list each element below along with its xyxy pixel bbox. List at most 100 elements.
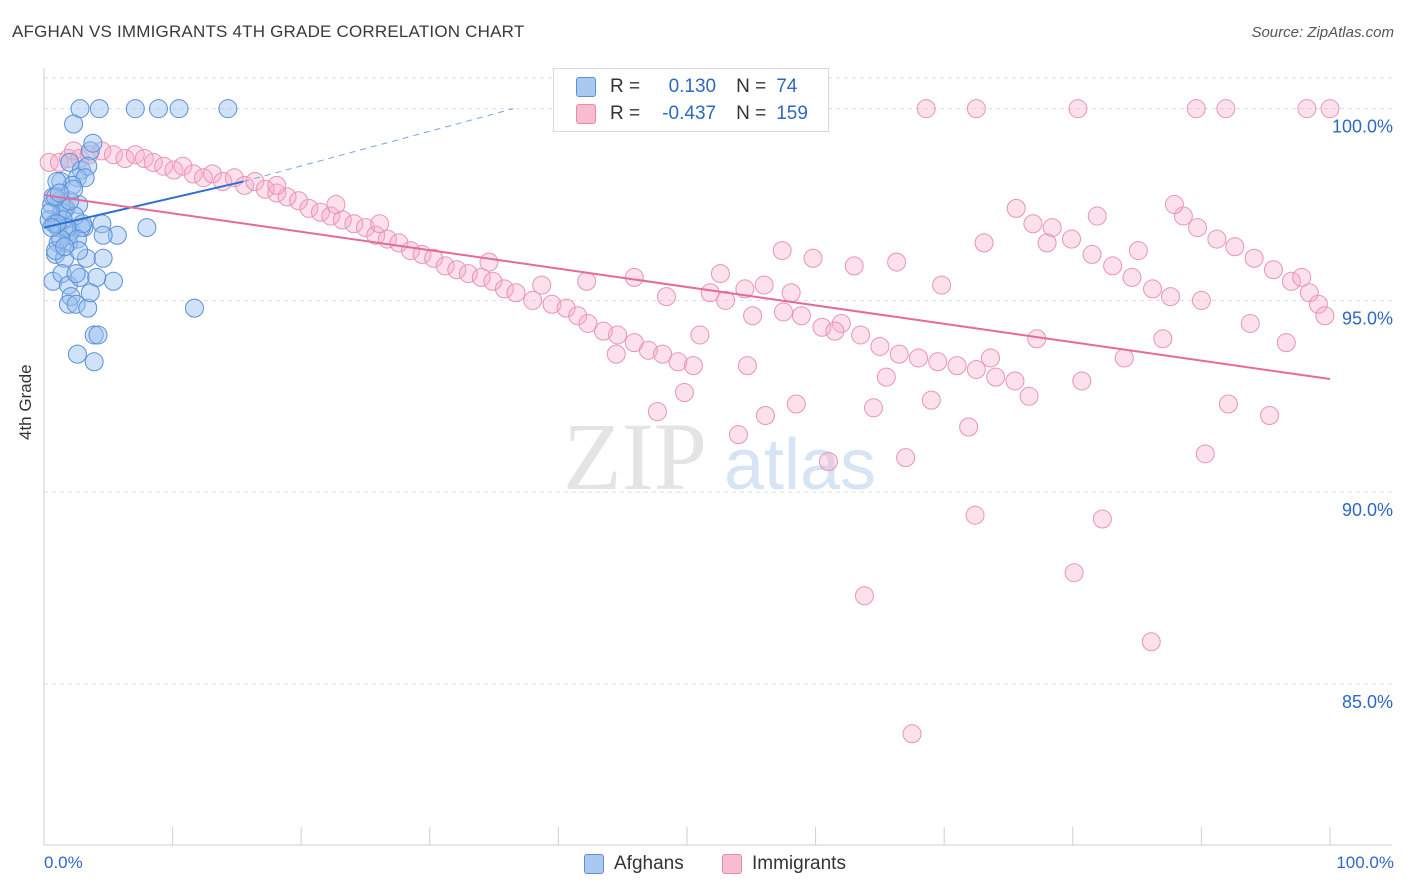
point-immigrants	[267, 183, 287, 203]
trend-line-afghans	[43, 180, 244, 229]
n-label: N =	[736, 103, 767, 124]
point-immigrants	[173, 156, 193, 176]
grid-lines	[44, 77, 1392, 685]
point-immigrants	[299, 198, 319, 218]
point-immigrants	[64, 141, 84, 161]
point-immigrants	[772, 241, 792, 261]
point-immigrants	[1297, 99, 1317, 119]
point-immigrants	[932, 275, 952, 295]
n-value-immigrants: 159	[776, 103, 808, 124]
y-tick-label: 85.0%	[1342, 692, 1393, 712]
point-immigrants	[1186, 99, 1206, 119]
point-immigrants	[781, 283, 801, 303]
point-immigrants	[593, 321, 613, 341]
point-immigrants	[624, 267, 644, 287]
point-immigrants	[683, 356, 703, 376]
point-immigrants	[39, 152, 59, 172]
point-immigrants	[668, 352, 688, 372]
point-immigrants	[356, 218, 375, 238]
legend-item-immigrants[interactable]: Immigrants	[722, 851, 846, 877]
point-afghans	[93, 248, 113, 268]
point-immigrants	[854, 586, 874, 606]
point-afghans	[148, 99, 168, 119]
point-immigrants	[606, 344, 626, 364]
point-afghans	[52, 264, 72, 284]
point-immigrants	[1087, 206, 1107, 226]
point-immigrants	[310, 202, 330, 222]
point-immigrants	[1042, 218, 1062, 238]
point-immigrants	[1161, 287, 1181, 307]
point-immigrants	[578, 313, 598, 333]
stats-box: R = 0.130 N = 74 R = -0.437 N = 159	[553, 68, 829, 132]
point-immigrants	[202, 164, 222, 184]
chart-source: Source: ZipAtlas.com	[1251, 24, 1394, 41]
point-immigrants	[577, 271, 597, 291]
point-immigrants	[737, 356, 757, 376]
legend-item-afghans[interactable]: Afghans	[584, 851, 684, 877]
point-immigrants	[1216, 99, 1236, 119]
point-immigrants	[825, 321, 845, 341]
point-immigrants	[1019, 386, 1039, 406]
point-immigrants	[523, 290, 543, 310]
point-afghans	[107, 225, 127, 245]
point-immigrants	[1276, 333, 1296, 353]
point-immigrants	[321, 206, 341, 226]
point-immigrants	[435, 256, 455, 276]
point-immigrants	[876, 367, 896, 387]
point-immigrants	[844, 256, 864, 276]
point-afghans	[66, 264, 86, 284]
point-immigrants	[818, 452, 838, 471]
point-immigrants	[1320, 99, 1340, 119]
point-immigrants	[103, 145, 123, 165]
point-immigrants	[831, 313, 851, 333]
point-immigrants	[896, 448, 916, 468]
point-immigrants	[959, 417, 979, 437]
point-immigrants	[980, 348, 1000, 368]
point-immigrants	[1308, 294, 1328, 314]
point-immigrants	[1141, 632, 1161, 652]
point-immigrants	[773, 302, 793, 322]
point-immigrants	[255, 179, 275, 199]
point-immigrants	[326, 195, 346, 215]
point-afghans	[80, 283, 100, 303]
point-immigrants	[700, 283, 720, 303]
point-immigrants	[115, 149, 135, 169]
point-afghans	[76, 248, 96, 268]
chart-title: AFGHAN VS IMMIGRANTS 4TH GRADE CORRELATI…	[12, 22, 525, 41]
legend-swatch-afghans	[584, 854, 604, 874]
point-immigrants	[974, 233, 994, 253]
point-afghans	[70, 267, 90, 287]
point-immigrants	[791, 306, 811, 326]
point-immigrants	[887, 252, 907, 272]
point-immigrants	[902, 724, 922, 744]
point-afghans	[218, 99, 238, 119]
point-immigrants	[1092, 509, 1112, 529]
r-value-immigrants: -0.437	[662, 103, 717, 124]
point-immigrants	[1240, 313, 1260, 333]
y-axis-label: 4th Grade	[16, 364, 35, 440]
point-immigrants	[1263, 260, 1283, 280]
point-immigrants	[1037, 233, 1057, 253]
immigrants-swatch	[576, 104, 596, 124]
point-immigrants	[928, 352, 948, 372]
point-immigrants	[947, 356, 967, 376]
point-afghans	[69, 241, 89, 261]
point-immigrants	[366, 225, 386, 245]
point-immigrants	[851, 325, 871, 345]
point-immigrants	[1103, 256, 1123, 276]
point-immigrants	[916, 99, 936, 119]
point-afghans	[60, 152, 80, 172]
point-immigrants	[568, 306, 588, 326]
y-tick-label: 100.0%	[1332, 117, 1393, 137]
point-afghans	[137, 218, 157, 238]
y-tick-label: 90.0%	[1342, 500, 1393, 520]
point-immigrants	[965, 505, 985, 525]
y-tick-labels: 85.0% 90.0% 95.0% 100.0%	[1332, 117, 1393, 712]
x-tick-label-min: 0.0%	[44, 853, 83, 872]
point-immigrants	[908, 348, 928, 368]
point-immigrants	[1143, 279, 1163, 299]
point-immigrants	[183, 164, 203, 184]
point-afghans	[125, 99, 145, 119]
point-immigrants	[1122, 267, 1142, 287]
point-immigrants	[690, 325, 710, 345]
